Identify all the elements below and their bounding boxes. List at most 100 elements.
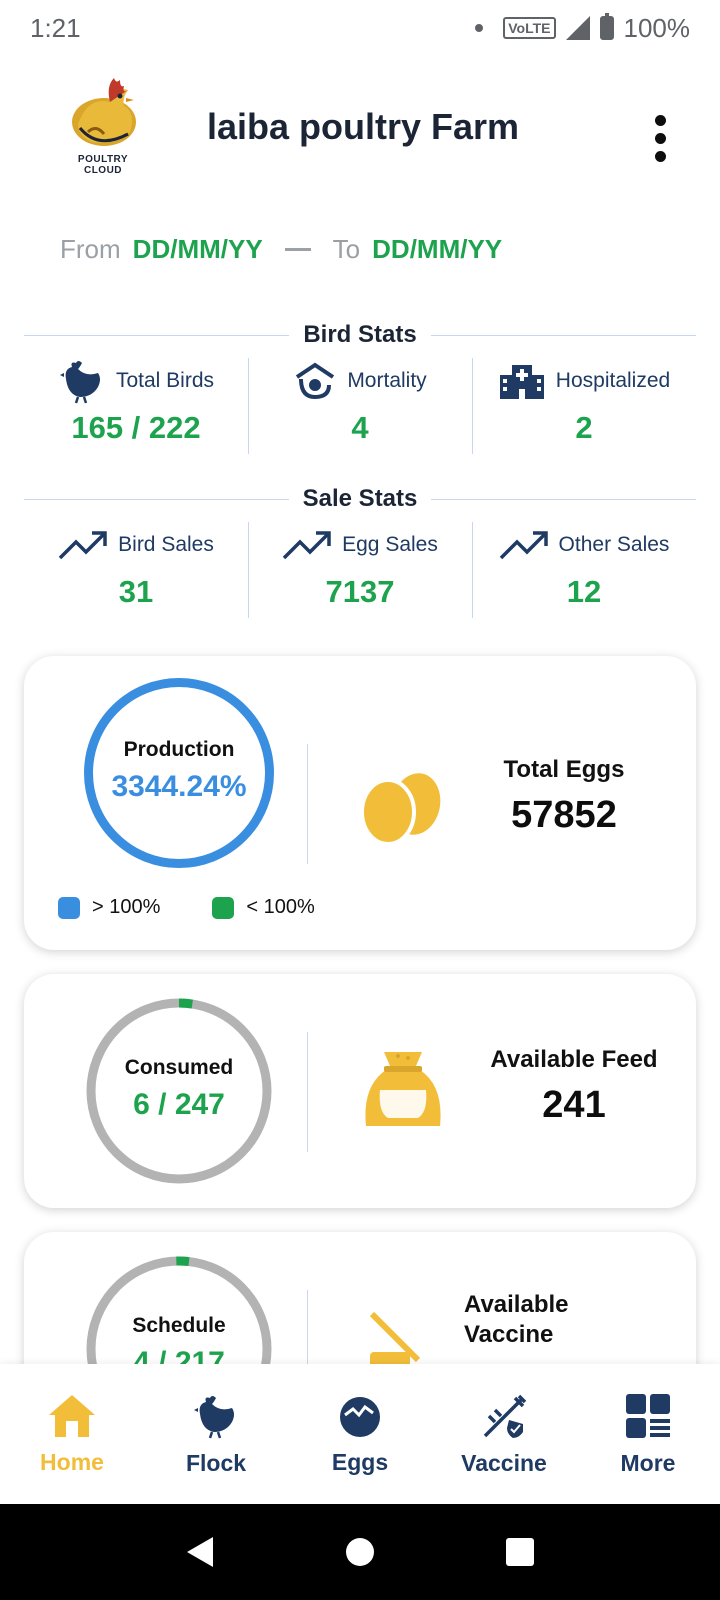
menu-dot-icon bbox=[654, 132, 666, 144]
hen-icon bbox=[194, 1395, 234, 1438]
card-divider bbox=[307, 1290, 308, 1410]
production-ring bbox=[84, 678, 274, 868]
legend-swatch-blue bbox=[58, 896, 80, 919]
available-feed: Available Feed 241 bbox=[464, 1046, 684, 1127]
recents-icon[interactable] bbox=[505, 1537, 535, 1567]
stat-value: 4 bbox=[351, 410, 369, 445]
section-title: Sale Stats bbox=[302, 485, 418, 512]
total-eggs-label: Total Eggs bbox=[503, 756, 625, 783]
consumed-ring-text: Consumed 6 / 247 bbox=[84, 1056, 274, 1122]
section-title: Bird Stats bbox=[303, 321, 417, 348]
hospital-icon bbox=[499, 365, 544, 399]
available-vaccine: Available Vaccine bbox=[464, 1290, 664, 1350]
syringe-icon bbox=[483, 1394, 527, 1438]
logo bbox=[58, 66, 148, 176]
stat-value: 7137 bbox=[325, 574, 395, 609]
battery-level: 100% bbox=[623, 12, 691, 43]
home-circle-icon[interactable] bbox=[345, 1537, 375, 1567]
nav-eggs[interactable]: Eggs bbox=[288, 1364, 432, 1504]
stat-value: 31 bbox=[118, 574, 154, 609]
nav-more[interactable]: More bbox=[576, 1364, 720, 1504]
grid-icon bbox=[626, 1393, 670, 1438]
to-label: To bbox=[332, 234, 361, 264]
menu-dot-icon bbox=[654, 150, 666, 162]
from-date-picker[interactable]: DD/MM/YY bbox=[132, 234, 263, 264]
feed-card[interactable]: Consumed 6 / 247 Available Feed 241 bbox=[24, 974, 696, 1208]
stat-label: Egg Sales bbox=[342, 533, 438, 556]
total-eggs: Total Eggs 57852 bbox=[464, 756, 664, 837]
stat-label: Bird Sales bbox=[118, 533, 214, 556]
home-icon bbox=[49, 1394, 95, 1437]
sale-stats-row: Bird Sales 31 Egg Sales 7137 Other Sales… bbox=[24, 520, 696, 620]
available-vaccine-label: Available Vaccine bbox=[464, 1291, 569, 1348]
hen-icon bbox=[59, 361, 100, 404]
feed-bag-icon bbox=[365, 1052, 441, 1126]
divider bbox=[430, 334, 697, 336]
to-date-picker[interactable]: DD/MM/YY bbox=[372, 234, 503, 264]
app-header: POULTRY CLOUD laiba poultry Farm bbox=[0, 62, 720, 182]
volte-icon: VoLTE bbox=[503, 17, 556, 39]
back-icon[interactable] bbox=[185, 1535, 215, 1569]
eggs-icon bbox=[360, 773, 441, 846]
divider bbox=[431, 498, 697, 500]
stat-label: Hospitalized bbox=[555, 369, 671, 392]
card-divider bbox=[307, 744, 308, 864]
legend-label: > 100% bbox=[92, 896, 161, 918]
mortality-icon bbox=[296, 362, 335, 400]
nav-flock[interactable]: Flock bbox=[144, 1364, 288, 1504]
total-eggs-value: 57852 bbox=[511, 794, 617, 836]
egg-icon bbox=[340, 1396, 380, 1437]
nav-vaccine[interactable]: Vaccine bbox=[432, 1364, 576, 1504]
stat-mortality[interactable]: Mortality 4 bbox=[248, 356, 472, 456]
date-separator bbox=[284, 248, 311, 251]
nav-label: Flock bbox=[185, 1449, 247, 1476]
stat-label: Mortality bbox=[347, 369, 427, 392]
divider bbox=[24, 498, 289, 500]
divider bbox=[24, 334, 290, 336]
from-label: From bbox=[60, 234, 121, 264]
status-bar: 1:21 VoLTE 100% bbox=[0, 0, 720, 56]
legend-swatch-green bbox=[212, 896, 235, 919]
sale-stats-header: Sale Stats bbox=[24, 484, 697, 514]
ring-label: Consumed bbox=[124, 1056, 234, 1079]
trending-up-icon bbox=[282, 531, 331, 560]
available-feed-label: Available Feed bbox=[490, 1046, 658, 1073]
ring-value: 3344.24% bbox=[111, 770, 247, 803]
system-nav-bar bbox=[0, 1504, 720, 1600]
nav-label: Home bbox=[40, 1448, 104, 1475]
logo-text: POULTRY CLOUD bbox=[77, 154, 129, 176]
consumed-ring bbox=[86, 998, 272, 1184]
stat-value: 2 bbox=[575, 410, 593, 445]
stat-label: Total Birds bbox=[115, 369, 215, 392]
trending-up-icon bbox=[499, 531, 548, 560]
nav-label: Vaccine bbox=[461, 1449, 547, 1476]
date-range-filter: From DD/MM/YY To DD/MM/YY bbox=[60, 234, 502, 265]
stat-other-sales[interactable]: Other Sales 12 bbox=[472, 520, 696, 620]
bottom-nav: Home Flock Eggs Vaccine bbox=[0, 1364, 720, 1504]
stat-total-birds[interactable]: Total Birds 165 / 222 bbox=[24, 356, 248, 456]
stat-hospitalized[interactable]: Hospitalized 2 bbox=[472, 356, 696, 456]
ring-label: Schedule bbox=[132, 1314, 226, 1337]
page-title: laiba poultry Farm bbox=[207, 106, 520, 147]
nav-home[interactable]: Home bbox=[0, 1364, 144, 1504]
status-icons: VoLTE 100% bbox=[475, 13, 690, 44]
ring-value: 6 / 247 bbox=[133, 1088, 225, 1121]
legend-label: < 100% bbox=[246, 896, 315, 918]
overflow-menu-button[interactable] bbox=[640, 98, 680, 178]
production-card[interactable]: Production 3344.24% Total Eggs 57852 > 1… bbox=[24, 656, 696, 950]
signal-icon bbox=[565, 16, 590, 40]
menu-dot-icon bbox=[654, 114, 666, 126]
production-ring-text: Production 3344.24% bbox=[84, 738, 274, 804]
stat-label: Other Sales bbox=[558, 533, 670, 556]
bird-stats-row: Total Birds 165 / 222 Mortality 4 bbox=[24, 356, 696, 456]
nav-label: Eggs bbox=[331, 1448, 389, 1475]
rooster-logo-icon bbox=[72, 78, 136, 146]
battery-icon bbox=[599, 13, 614, 40]
legend: > 100% < 100% bbox=[58, 896, 315, 919]
notification-dot-icon bbox=[475, 24, 484, 32]
stat-egg-sales[interactable]: Egg Sales 7137 bbox=[248, 520, 472, 620]
nav-label: More bbox=[620, 1449, 676, 1476]
bird-stats-header: Bird Stats bbox=[24, 320, 697, 350]
available-feed-value: 241 bbox=[542, 1084, 606, 1126]
stat-bird-sales[interactable]: Bird Sales 31 bbox=[24, 520, 248, 620]
